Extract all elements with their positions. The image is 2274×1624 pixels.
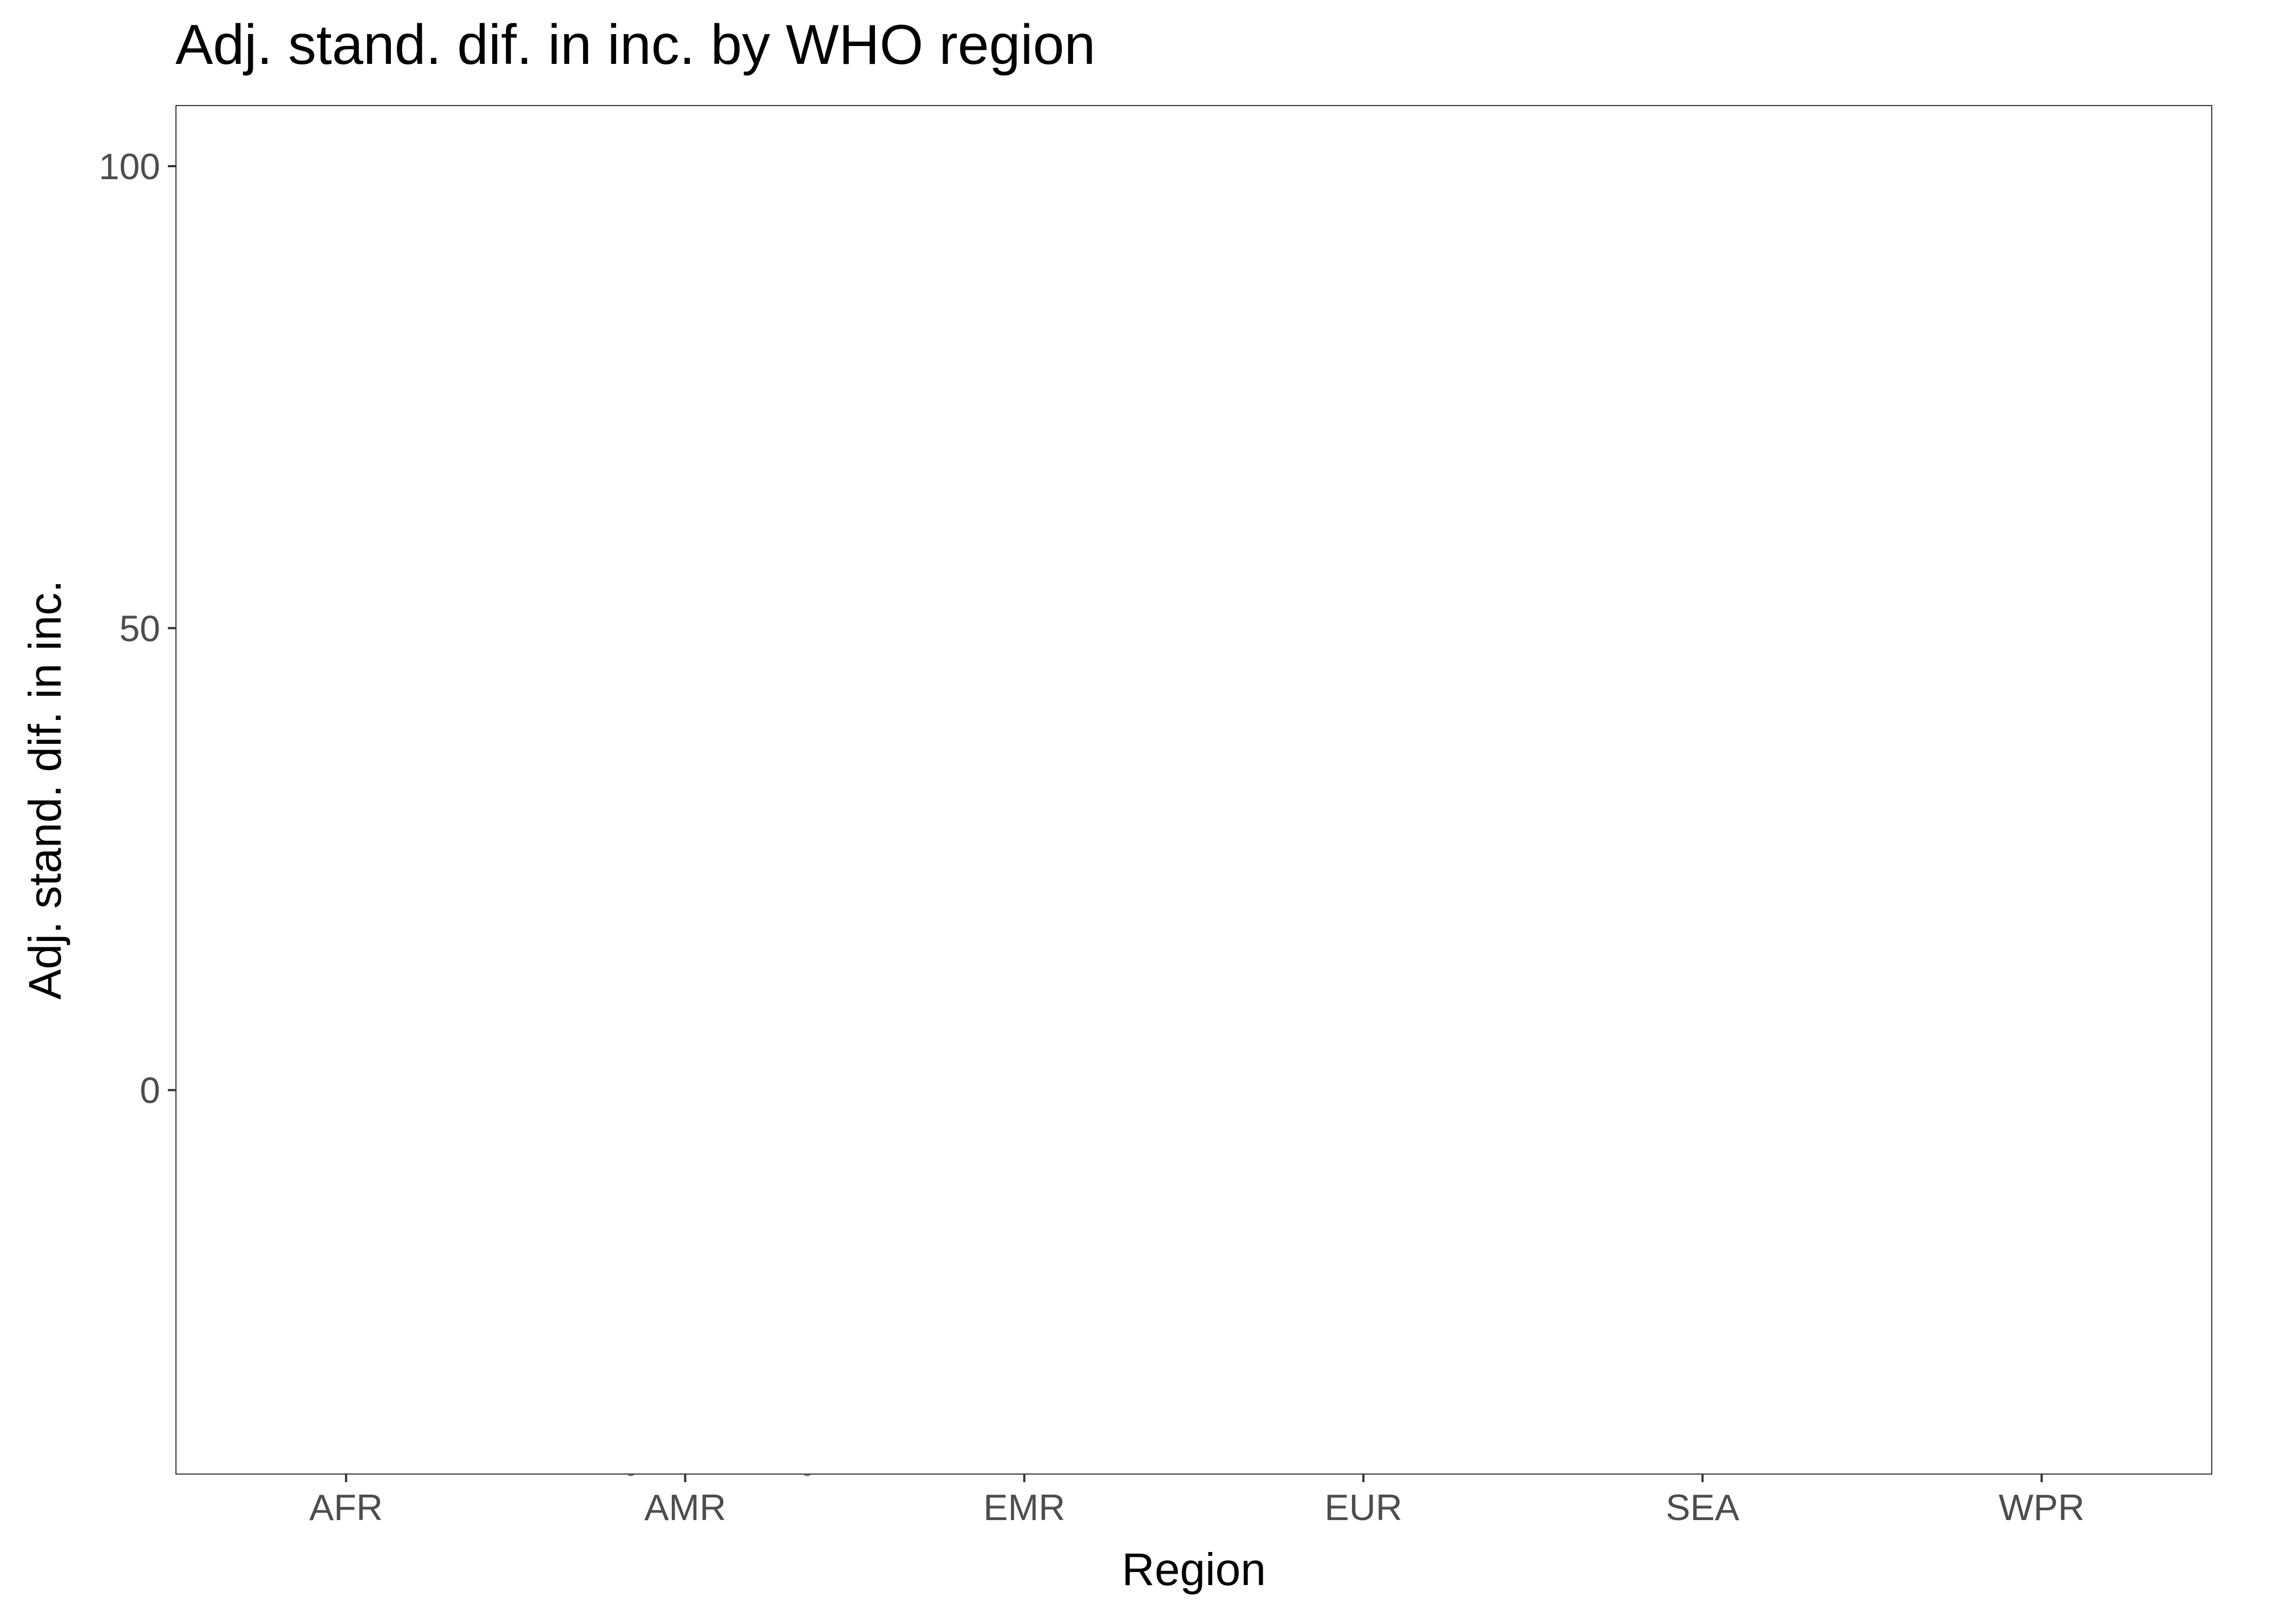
y-tick-label: 0 bbox=[140, 1070, 160, 1111]
x-axis-title: Region bbox=[1122, 1544, 1266, 1595]
chart-title: Adj. stand. dif. in inc. by WHO region bbox=[175, 14, 1095, 76]
x-tick-label: WPR bbox=[1999, 1487, 2085, 1528]
y-axis: 0 50 100 bbox=[99, 146, 177, 1111]
x-tick-label: EUR bbox=[1324, 1487, 1402, 1528]
x-axis: AFR AMR EMR EUR SEA WPR bbox=[309, 1474, 2084, 1528]
panel-fill bbox=[177, 106, 2211, 1474]
x-tick-label: SEA bbox=[1665, 1487, 1740, 1528]
y-tick-label: 100 bbox=[99, 146, 160, 187]
x-tick-label: AMR bbox=[644, 1487, 726, 1528]
x-tick-label: AFR bbox=[309, 1487, 383, 1528]
y-tick-label: 50 bbox=[119, 608, 160, 649]
x-tick-label: EMR bbox=[983, 1487, 1065, 1528]
y-axis-title: Adj. stand. dif. in inc. bbox=[19, 580, 70, 999]
